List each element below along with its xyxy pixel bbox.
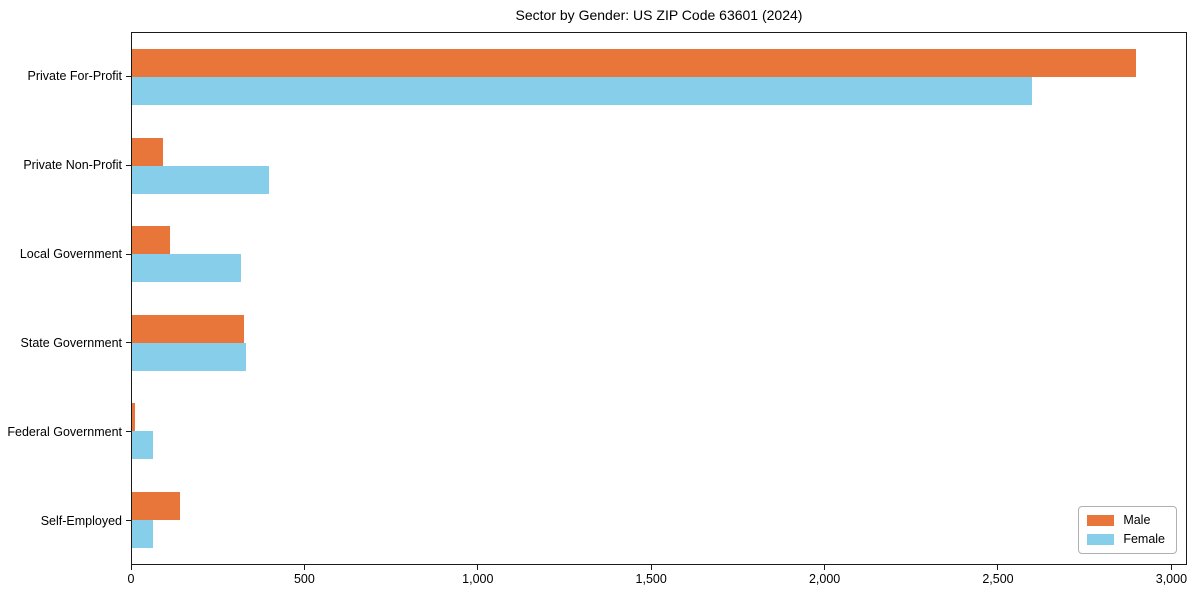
category-cell: Federal Government — [0, 387, 131, 476]
bar-male — [132, 491, 181, 520]
legend: Male Female — [1078, 506, 1177, 554]
category-cell: Self-Employed — [0, 476, 131, 565]
bar-female — [132, 77, 1032, 106]
bar-male — [132, 226, 171, 255]
bar-group — [132, 210, 1186, 299]
bar-female — [132, 431, 153, 460]
bar-male — [132, 403, 135, 432]
y-tick-mark — [126, 342, 131, 344]
bar-female — [132, 254, 242, 283]
y-tick-mark — [126, 75, 131, 77]
legend-item: Female — [1087, 533, 1165, 546]
bar-male — [132, 137, 164, 166]
legend-item: Male — [1087, 514, 1165, 527]
y-tick-mark — [126, 431, 131, 433]
category-label: Self-Employed — [40, 513, 122, 528]
x-tick-label: 3,000 — [1155, 572, 1188, 586]
category-labels: Private For-Profit Private Non-Profit Loca… — [0, 32, 131, 565]
x-tick-label: 2,000 — [808, 572, 841, 586]
x-tick-label: 2,500 — [982, 572, 1014, 586]
bar-group — [132, 476, 1186, 565]
category-cell: Private For-Profit — [0, 32, 131, 121]
plot-area: Male Female — [131, 32, 1187, 565]
category-label: State Government — [20, 335, 122, 350]
legend-label: Male — [1123, 513, 1151, 527]
category-label: Local Government — [19, 247, 122, 262]
legend-swatch-male — [1087, 515, 1115, 526]
x-tick-label: 500 — [293, 572, 315, 586]
x-tick-mark — [303, 565, 305, 570]
x-axis: 0 500 1,000 1,500 2,000 2,500 3,000 — [127, 565, 1188, 595]
bar-female — [132, 165, 269, 194]
bar-female — [132, 519, 153, 548]
x-tick-mark — [1170, 565, 1172, 570]
category-cell: Local Government — [0, 210, 131, 299]
x-tick-mark — [650, 565, 652, 570]
y-tick-mark — [126, 253, 131, 255]
legend-swatch-female — [1087, 534, 1115, 545]
bar-female — [132, 342, 247, 371]
x-tick-label: 1,500 — [635, 572, 667, 586]
bar-group — [132, 387, 1186, 476]
x-tick-label: 1,000 — [462, 572, 494, 586]
x-tick-mark — [130, 565, 132, 570]
y-tick-mark — [126, 520, 131, 522]
legend-label: Female — [1123, 532, 1165, 546]
chart-title: Sector by Gender: US ZIP Code 63601 (202… — [515, 7, 803, 23]
bar-group — [132, 299, 1186, 388]
bar-group — [132, 122, 1186, 211]
bar-group — [132, 33, 1186, 122]
category-label: Federal Government — [7, 424, 122, 439]
bar-male — [132, 49, 1136, 78]
bar-male — [132, 314, 245, 343]
category-cell: Private Non-Profit — [0, 121, 131, 210]
category-label: Private For-Profit — [27, 69, 122, 84]
x-tick-mark — [477, 565, 479, 570]
x-tick-mark — [824, 565, 826, 570]
x-tick-mark — [997, 565, 999, 570]
x-tick-label: 0 — [127, 572, 135, 586]
category-label: Private Non-Profit — [23, 158, 122, 173]
category-cell: State Government — [0, 298, 131, 387]
y-tick-mark — [126, 164, 131, 166]
bar-groups — [132, 33, 1186, 564]
